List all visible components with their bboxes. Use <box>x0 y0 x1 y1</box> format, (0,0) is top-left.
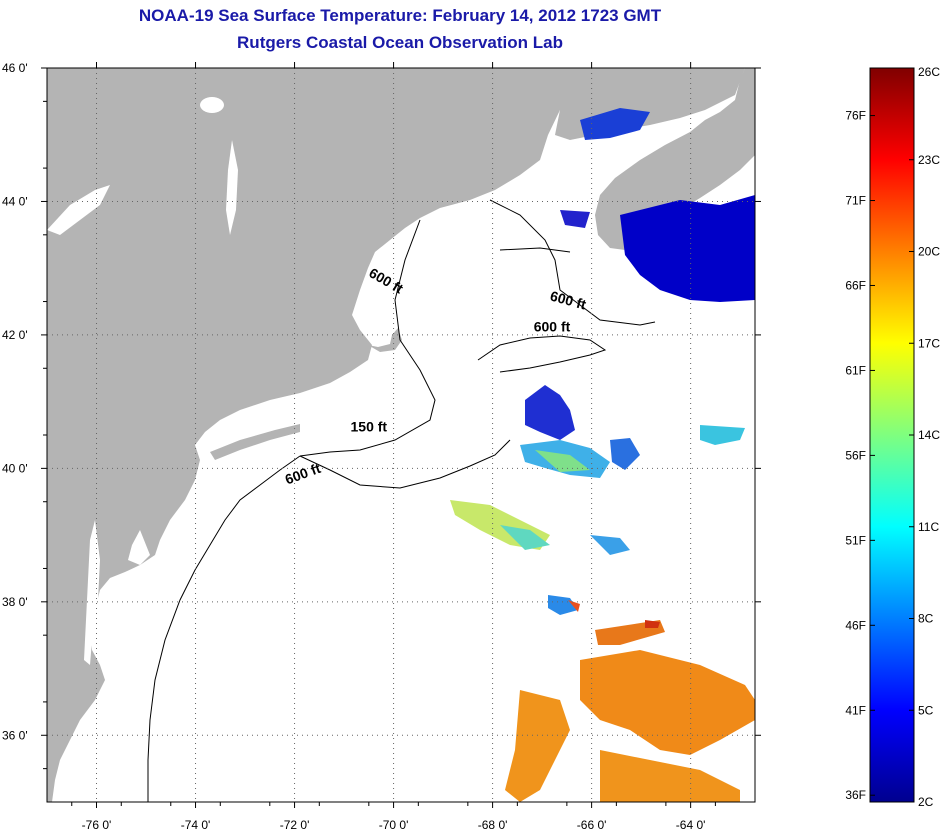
water-delaware-bay <box>128 530 150 565</box>
map-ticks: -76 0' -74 0' -72 0' -70 0' -68 0' -66 0' -64 … <box>2 61 761 832</box>
colorbar-label-celsius: 26C <box>918 65 940 79</box>
land-long-island <box>210 424 300 460</box>
lon-tick-label: -70 0' <box>379 818 409 832</box>
colorbar-label-celsius: 20C <box>918 245 940 259</box>
lat-tick-label: 46 0' <box>2 61 28 75</box>
colorbar-label-celsius: 23C <box>918 153 940 167</box>
lat-tick-label: 44 0' <box>2 194 28 208</box>
lat-tick-label: 40 0' <box>2 461 28 475</box>
lat-tick-label: 38 0' <box>2 595 28 609</box>
colorbar-label-celsius: 8C <box>918 612 934 626</box>
colorbar-label-celsius: 17C <box>918 336 940 350</box>
land-nova-scotia <box>595 68 755 250</box>
lon-tick-label: -68 0' <box>478 818 508 832</box>
isobath-label: 150 ft <box>351 419 388 435</box>
colorbar-label-fahrenheit: 46F <box>845 618 866 632</box>
colorbar-label-celsius: 5C <box>918 703 934 717</box>
lon-tick-label: -76 0' <box>82 818 112 832</box>
map-title: NOAA-19 Sea Surface Temperature: Februar… <box>138 6 662 25</box>
colorbar-label-fahrenheit: 51F <box>845 533 866 547</box>
lat-tick-label: 42 0' <box>2 328 28 342</box>
lake-ontario <box>47 185 110 235</box>
lat-tick-label: 36 0' <box>2 728 28 742</box>
map-gridlines <box>47 68 755 802</box>
colorbar-label-fahrenheit: 76F <box>845 109 866 123</box>
isobath-lines <box>147 199 656 802</box>
lon-tick-label: -64 0' <box>676 818 706 832</box>
colorbar <box>869 67 915 803</box>
colorbar-label-fahrenheit: 61F <box>845 363 866 377</box>
lake-champlain <box>226 140 238 235</box>
lon-tick-label: -72 0' <box>280 818 310 832</box>
colorbar-label-fahrenheit: 56F <box>845 448 866 462</box>
map-subtitle: Rutgers Coastal Ocean Observation Lab <box>237 33 563 52</box>
colorbar-label-fahrenheit: 71F <box>845 194 866 208</box>
colorbar-label-celsius: 11C <box>918 520 939 534</box>
colorbar-labels: 26C 23C 20C 17C 14C 11C 8C 5C 2C 76F 71F 66F 61F 56F 5… <box>845 65 940 809</box>
lon-tick-label: -74 0' <box>181 818 211 832</box>
colorbar-label-fahrenheit: 36F <box>845 788 866 802</box>
map-frame <box>46 67 756 803</box>
water-chesapeake <box>84 520 100 665</box>
land-mainland <box>47 68 560 802</box>
colorbar-label-celsius: 14C <box>918 428 940 442</box>
lake-small <box>200 97 224 113</box>
isobath-label: 600 ft <box>534 319 571 335</box>
colorbar-label-fahrenheit: 66F <box>845 278 866 292</box>
colorbar-label-fahrenheit: 41F <box>845 703 866 717</box>
colorbar-label-celsius: 2C <box>918 795 934 809</box>
lon-tick-label: -66 0' <box>577 818 607 832</box>
